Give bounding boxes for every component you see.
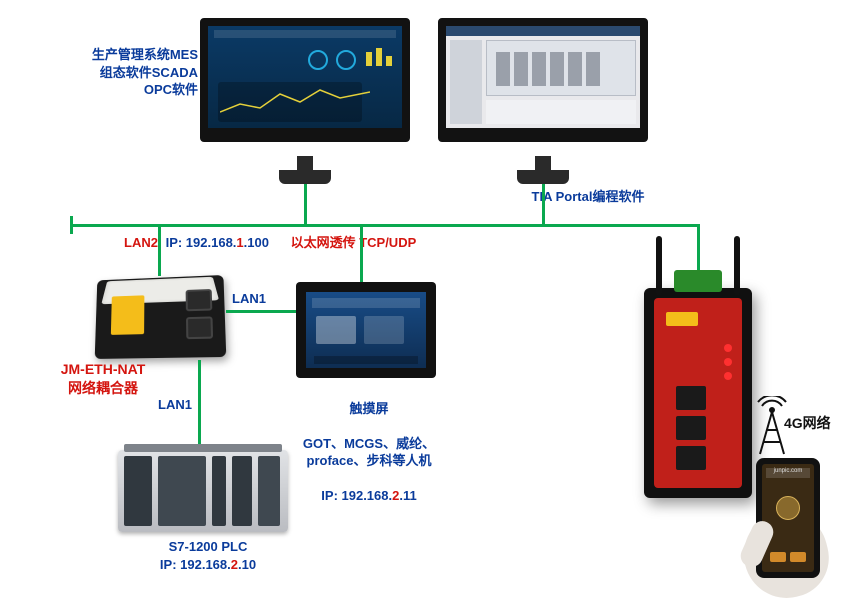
drop-left [304, 184, 307, 224]
coupler-name: JM-ETH-NAT 网络耦合器 [38, 360, 168, 398]
monitor-left-label: 生产管理系统MES 组态软件SCADA OPC软件 [48, 46, 198, 99]
coupler-plc-v [198, 360, 201, 450]
hmi-device [296, 282, 436, 378]
bus-end-l [70, 216, 73, 234]
gateway-device [644, 288, 752, 498]
bus-label: LAN2 IP: 192.168.1.100 以太网透传 TCP/UDP [124, 234, 524, 252]
lan1-down-label: LAN1 [158, 396, 192, 414]
monitor-right [438, 18, 648, 142]
lan2-ip-bold: 1 [236, 235, 243, 250]
plc-labels: S7-1200 PLC IP: 192.168.2.10 [128, 538, 288, 573]
hmi-title: 触摸屏 [349, 401, 388, 416]
lan2-tag: LAN2 [124, 235, 158, 250]
plc-ip-suf: .10 [238, 557, 256, 572]
monitor-right-stand [517, 170, 569, 184]
monitor-left [200, 18, 410, 142]
plc-device [118, 450, 288, 532]
plc-ip-bold: 2 [231, 557, 238, 572]
hmi-ip-pre: IP: 192.168. [321, 488, 392, 503]
drop-right [542, 184, 545, 224]
monitor-left-stand [279, 170, 331, 184]
coupler-name-2: 网络耦合器 [68, 380, 138, 396]
hmi-brands: GOT、MCGS、威纶、 proface、步科等人机 [303, 436, 435, 469]
passthrough-label: 以太网透传 TCP/UDP [291, 235, 417, 250]
hmi-labels: 触摸屏 GOT、MCGS、威纶、 proface、步科等人机 IP: 192.1… [264, 382, 474, 505]
hmi-ip-suf: .11 [399, 488, 416, 503]
coupler-name-1: JM-ETH-NAT [61, 361, 146, 377]
phone-device: junpic.com [756, 458, 820, 578]
drop-coupler [158, 224, 161, 276]
drop-hmi-top [360, 224, 363, 284]
plc-title: S7-1200 PLC [169, 539, 248, 554]
bus-main [70, 224, 700, 227]
plc-ip-pre: IP: 192.168. [160, 557, 231, 572]
lan1-up-label: LAN1 [232, 290, 266, 308]
coupler-hmi-h [226, 310, 306, 313]
coupler-device [95, 275, 227, 359]
monitor-right-label: TIA Portal编程软件 [498, 188, 678, 206]
lan2-ip-pre: IP: 192.168. [166, 235, 237, 250]
lan2-ip-suf: .100 [244, 235, 269, 250]
gateway-net-label: 4G网络 [784, 414, 831, 433]
